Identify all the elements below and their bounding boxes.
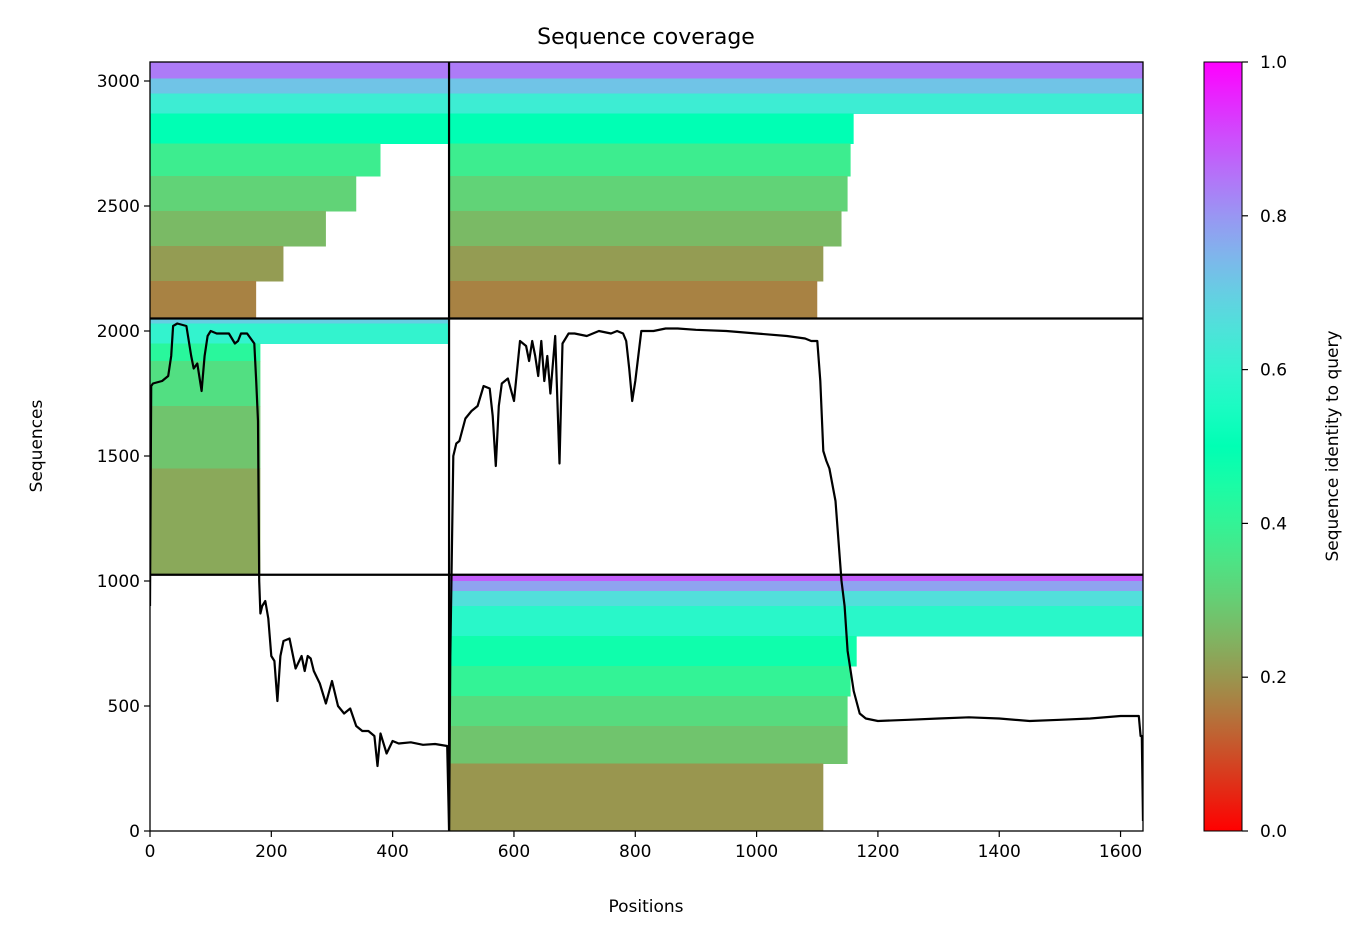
coverage-band-upper-left-6 bbox=[150, 211, 326, 247]
coverage-band-upper-right-5 bbox=[449, 176, 848, 212]
y-tick-label: 2500 bbox=[97, 197, 140, 217]
coverage-band-upper-left-7 bbox=[150, 246, 284, 282]
colorbar-tick-label: 0.2 bbox=[1260, 668, 1287, 688]
coverage-band-upper-right-3 bbox=[449, 113, 854, 144]
x-tick-label: 200 bbox=[255, 842, 287, 862]
coverage-band-lower-right-3 bbox=[449, 606, 1143, 637]
coverage-line bbox=[150, 322, 1143, 831]
coverage-band-lower-right-1 bbox=[449, 581, 1143, 592]
coverage-band-upper-right-7 bbox=[449, 246, 824, 282]
coverage-band-upper-right-8 bbox=[449, 281, 818, 319]
coverage-band-lower-right-0 bbox=[449, 574, 1143, 582]
coverage-band-upper-left-1 bbox=[150, 78, 450, 94]
x-tick-label: 1400 bbox=[978, 842, 1021, 862]
coverage-band-upper-left-0 bbox=[150, 62, 450, 79]
axes: 0 200 400 600 800 1000 1200 1400 1600 0 500 1000 150… bbox=[97, 72, 1142, 862]
coverage-band-lower-right-2 bbox=[449, 591, 1143, 607]
coverage-band-upper-right-2 bbox=[449, 93, 1143, 114]
coverage-band-middle-left-0 bbox=[150, 318, 450, 324]
colorbar-label: Sequence identity to query bbox=[1323, 330, 1343, 561]
colorbar-tick-label: 0.0 bbox=[1260, 822, 1287, 842]
y-tick-label: 500 bbox=[108, 697, 140, 717]
coverage-band-lower-right-6 bbox=[449, 696, 848, 727]
coverage-band-upper-left-5 bbox=[150, 176, 357, 212]
coverage-band-upper-right-6 bbox=[449, 211, 842, 247]
y-tick-label: 1000 bbox=[97, 572, 140, 592]
coverage-band-middle-left-5 bbox=[150, 468, 261, 576]
x-tick-label: 1200 bbox=[856, 842, 899, 862]
coverage-band-middle-left-4 bbox=[150, 406, 261, 469]
x-tick-label: 400 bbox=[376, 842, 408, 862]
x-tick-label: 600 bbox=[498, 842, 530, 862]
coverage-heatmap bbox=[150, 62, 1143, 831]
coverage-band-lower-right-4 bbox=[449, 636, 857, 667]
coverage-line-layer bbox=[150, 322, 1143, 831]
y-tick-label: 1500 bbox=[97, 447, 140, 467]
x-axis-label: Positions bbox=[608, 897, 683, 917]
colorbar-tick-label: 0.6 bbox=[1260, 361, 1287, 381]
coverage-band-upper-right-1 bbox=[449, 78, 1143, 94]
coverage-band-lower-right-5 bbox=[449, 666, 851, 697]
x-tick-label: 0 bbox=[145, 842, 156, 862]
coverage-band-upper-right-4 bbox=[449, 143, 851, 177]
colorbar-tick-label: 0.8 bbox=[1260, 207, 1287, 227]
colorbar-tick-label: 0.4 bbox=[1260, 514, 1287, 534]
y-tick-label: 0 bbox=[129, 822, 140, 842]
chart-title: Sequence coverage bbox=[537, 25, 755, 50]
colorbar-axis: 0.0 0.2 0.4 0.6 0.8 1.0 bbox=[1242, 53, 1287, 842]
colorbar-tick-label: 1.0 bbox=[1260, 53, 1287, 73]
coverage-band-upper-left-3 bbox=[150, 113, 450, 144]
plot-frame bbox=[149, 61, 1144, 832]
y-axis-label: Sequences bbox=[27, 400, 47, 493]
coverage-band-upper-left-4 bbox=[150, 143, 381, 177]
coverage-band-middle-left-3 bbox=[150, 361, 261, 407]
coverage-band-upper-right-0 bbox=[449, 62, 1143, 79]
colorbar bbox=[1203, 61, 1243, 832]
coverage-band-lower-right-8 bbox=[449, 763, 824, 831]
y-tick-label: 2000 bbox=[97, 322, 140, 342]
x-tick-label: 800 bbox=[619, 842, 651, 862]
y-tick-label: 3000 bbox=[97, 72, 140, 92]
x-tick-label: 1000 bbox=[735, 842, 778, 862]
coverage-band-upper-left-8 bbox=[150, 281, 257, 319]
coverage-band-middle-left-1 bbox=[150, 323, 450, 344]
x-tick-label: 1600 bbox=[1099, 842, 1142, 862]
coverage-band-upper-left-2 bbox=[150, 93, 450, 114]
coverage-band-lower-right-7 bbox=[449, 726, 848, 764]
